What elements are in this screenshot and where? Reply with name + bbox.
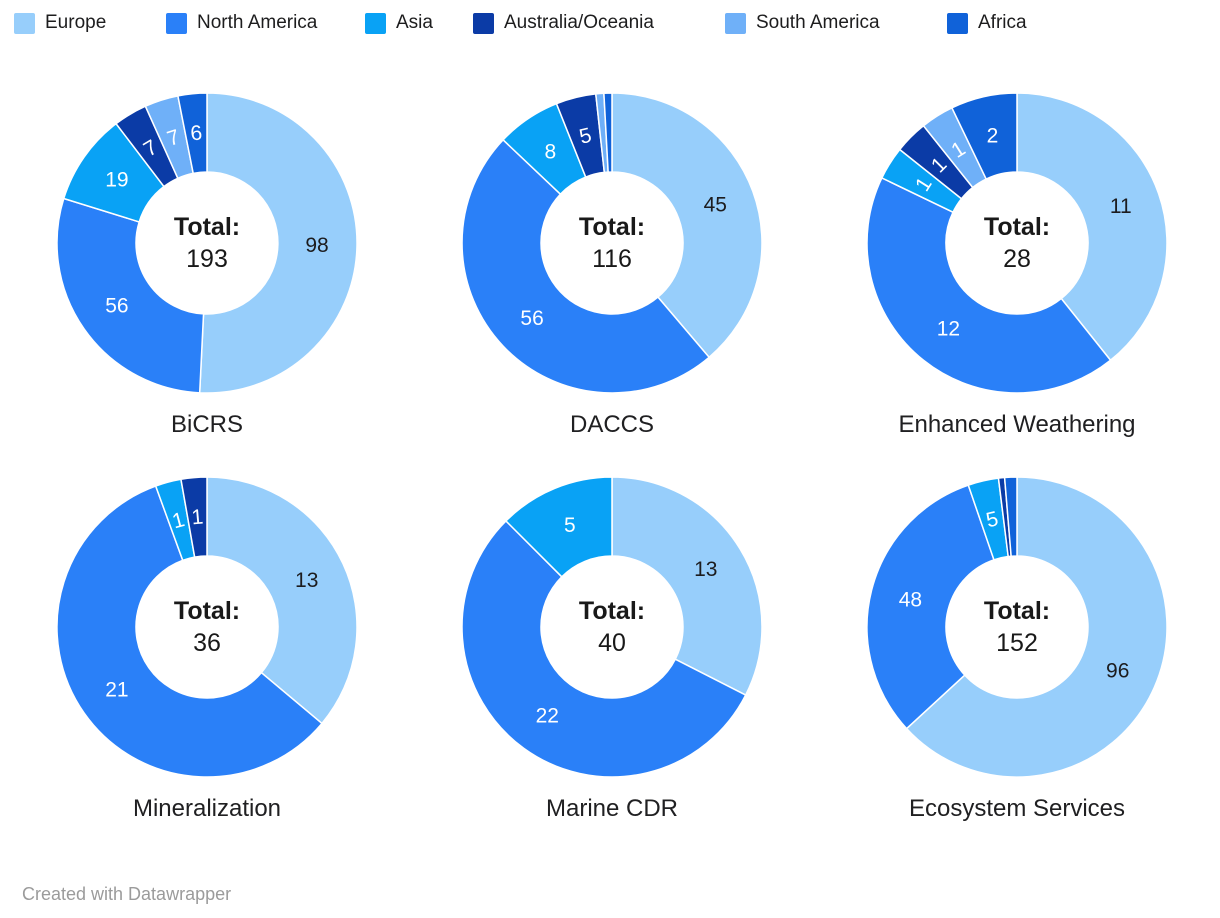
legend-label: Africa [978, 12, 1027, 33]
slice-value-label: 21 [105, 679, 128, 702]
pie-slice-africa [950, 93, 1018, 181]
pie-slice-north-america [462, 519, 747, 777]
slice-value-label: 56 [520, 307, 543, 330]
legend-swatch-asia-icon [365, 12, 386, 34]
donut-chart-marine-cdr: 13 22 5 Total: 40 Marine CDR [462, 477, 762, 823]
pie-slice-europe [611, 93, 762, 359]
legend-swatch-australia-oceania-icon [473, 12, 494, 34]
slice-value-label: 6 [189, 121, 203, 145]
pie-slice-north-america [57, 197, 205, 393]
chart-title: BiCRS [170, 411, 243, 438]
donut-chart-enhanced-weathering: 11 12 1 1 1 2 Total: 28 Enhanced Weathering [867, 93, 1167, 439]
slice-value-label: 12 [937, 318, 960, 341]
legend-item-africa: Africa [947, 12, 1027, 34]
pie-slice-asia [504, 477, 613, 578]
donut-chart-ecosystem-services: 96 48 5 Total: 152 Ecosystem Services [867, 477, 1167, 823]
donut-svg: 45 56 85 [462, 93, 762, 393]
slice-value-label: 96 [1106, 660, 1129, 683]
legend-label: Asia [396, 12, 433, 33]
slice-value-label: 1 [191, 505, 205, 529]
pie-slice-europe [206, 477, 357, 725]
slice-value-label: 1 [170, 508, 187, 533]
legend-label: South America [756, 12, 880, 33]
pie-slice-europe [611, 477, 762, 697]
slice-value-label: 48 [899, 589, 922, 612]
legend-item-asia: Asia [365, 12, 433, 34]
donut-chart-daccs: 45 56 8 5 Total: 116 DACCS [462, 93, 762, 439]
legend-swatch-south-america-icon [725, 12, 746, 34]
pie-slice-europe [1016, 93, 1167, 362]
slice-value-label: 5 [577, 124, 594, 149]
legend-item-north-america: North America [166, 12, 317, 34]
pie-slice-europe [198, 93, 357, 393]
slice-value-label: 13 [694, 558, 717, 581]
pie-slice-africa [1003, 477, 1018, 558]
donut-svg: 96 48 5 [867, 477, 1167, 777]
legend-label: North America [197, 12, 318, 33]
slice-value-label: 56 [105, 295, 128, 318]
slice-value-label: 5 [564, 514, 576, 537]
legend-label: Australia/Oceania [504, 12, 654, 33]
datawrapper-credit: Created with Datawrapper [22, 884, 232, 904]
chart-title: DACCS [569, 411, 654, 438]
pie-slice-north-america [867, 484, 995, 730]
slice-value-label: 13 [295, 569, 318, 592]
legend-item-australia-oceania: Australia/Oceania [473, 12, 654, 34]
slice-value-label: 5 [984, 507, 1001, 532]
chart-title: Enhanced Weathering [898, 411, 1136, 438]
slice-value-label: 11 [1110, 195, 1132, 218]
chart-title: Marine CDR [545, 795, 679, 822]
pie-slice-north-america [867, 176, 1112, 393]
legend: Europe North America Asia Australia/Ocea… [0, 0, 1220, 46]
legend-swatch-north-america-icon [166, 12, 187, 34]
slice-value-label: 22 [536, 705, 559, 728]
chart-title: Ecosystem Services [908, 795, 1126, 822]
chart-title: Mineralization [132, 795, 282, 822]
slice-value-label: 2 [987, 124, 999, 147]
slice-value-label: 19 [105, 168, 128, 191]
donut-svg: 13 22 5 [462, 477, 762, 777]
legend-item-south-america: South America [725, 12, 880, 34]
legend-label: Europe [45, 12, 107, 33]
legend-item-europe: Europe [14, 12, 106, 34]
pie-slice-africa [177, 93, 208, 175]
legend-swatch-africa-icon [947, 12, 968, 34]
slice-value-label: 8 [544, 141, 556, 164]
donut-svg: 13 21 1 1 [57, 477, 357, 777]
donut-chart-mineralization: 13 21 1 1 Total: 36 Mineralization [57, 477, 357, 823]
donut-chart-bicrs: 98 56 19 7 7 6 Total: 193 BiCRS [57, 93, 357, 439]
pie-slice-north-america [462, 138, 711, 393]
slice-value-label: 98 [305, 234, 328, 257]
pie-slice-europe [905, 477, 1167, 777]
legend-swatch-europe-icon [14, 12, 35, 34]
pie-slice-australia-oceania [180, 477, 208, 558]
pie-slice-africa [603, 93, 613, 173]
pie-slice-north-america [57, 485, 323, 777]
slice-value-label: 45 [704, 194, 727, 217]
